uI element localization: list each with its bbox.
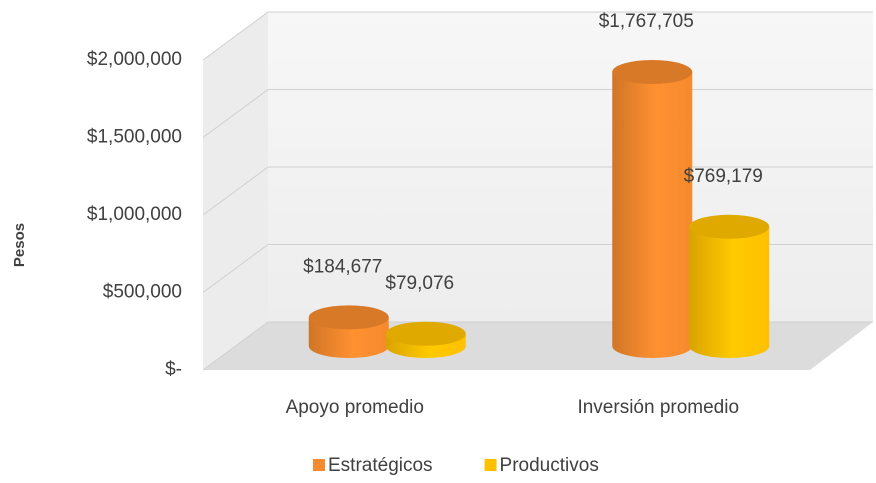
floor — [203, 322, 873, 370]
data-label: $79,076 — [385, 273, 454, 294]
bar-top — [385, 321, 466, 346]
bar — [612, 60, 693, 358]
x-tick-label: Inversión promedio — [577, 397, 739, 418]
bar-body — [612, 72, 693, 358]
y-tick-label: $1,000,000 — [87, 204, 182, 225]
y-axis-label: Pesos — [11, 223, 28, 267]
legend-swatch — [313, 459, 325, 471]
data-label: $1,767,705 — [599, 11, 694, 32]
x-tick-label: Apoyo promedio — [286, 397, 424, 418]
y-tick-label: $2,000,000 — [87, 49, 182, 70]
bar — [689, 214, 770, 358]
y-tick-label: $- — [165, 359, 182, 380]
data-label: $769,179 — [684, 166, 763, 187]
legend-label: Productivos — [500, 455, 599, 476]
bar-body — [689, 226, 770, 358]
data-label: $184,677 — [303, 256, 382, 277]
legend-swatch — [484, 459, 497, 471]
bar-top — [612, 60, 693, 85]
bar — [385, 321, 466, 358]
bar-top — [308, 305, 389, 330]
legend-label: Estratégicos — [328, 455, 433, 476]
y-tick-label: $500,000 — [103, 282, 182, 303]
y-tick-label: $1,500,000 — [87, 127, 182, 148]
bar-top — [689, 214, 770, 239]
bar — [308, 305, 389, 358]
grid-line — [202, 11, 873, 61]
